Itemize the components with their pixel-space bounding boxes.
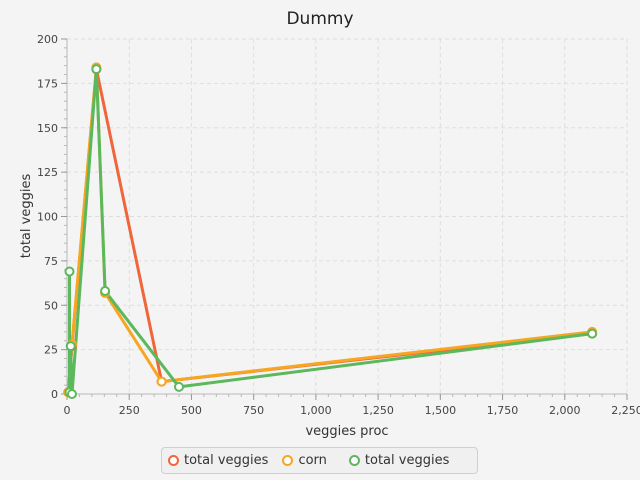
data-point-2: [65, 341, 76, 352]
x-tick-label: 1,500: [425, 404, 457, 417]
y-tick-label: 25: [44, 344, 58, 357]
legend-label: total veggies: [184, 453, 269, 468]
axes: 0 25 50 75 100 125 150 175 200 0 250 500 750 1,000 1,2…: [37, 33, 640, 417]
x-tick-label: 250: [119, 404, 140, 417]
y-tick-label: 0: [51, 388, 58, 401]
y-tick-label: 100: [37, 211, 58, 224]
y-tick-label: 75: [44, 255, 58, 268]
legend-marker-icon: [282, 455, 294, 466]
y-tick-label: 200: [37, 33, 58, 46]
data-point-2: [64, 266, 75, 277]
data-point-2: [91, 64, 102, 75]
y-tick-label: 50: [44, 299, 58, 312]
legend-item-total-veggies-2[interactable]: total veggies: [348, 453, 450, 468]
line-chart: Dummy 0 25 50 75 100 125 150 175 200 0 250 500 750 1,…: [19, 9, 640, 439]
x-tick-label: 750: [243, 404, 264, 417]
x-tick-label: 500: [181, 404, 202, 417]
x-tick-label: 2,000: [549, 404, 581, 417]
data-point-2: [587, 328, 598, 339]
y-axis-label: total veggies: [19, 174, 34, 259]
legend: total veggies corn total veggies: [161, 447, 478, 474]
data-point-2: [66, 389, 77, 399]
legend-item-total-veggies[interactable]: total veggies: [168, 453, 268, 468]
legend-label: total veggies: [364, 453, 450, 468]
data-point-2: [174, 381, 184, 392]
x-tick-label: 0: [64, 404, 71, 417]
chart-title: Dummy: [286, 9, 353, 29]
legend-marker-icon: [168, 455, 179, 466]
data-point-1: [156, 376, 167, 387]
x-tick-label: 1,750: [487, 404, 519, 417]
x-tick-label: 2,250: [611, 404, 640, 417]
legend-marker-icon: [348, 455, 360, 466]
x-tick-label: 1,250: [362, 404, 394, 417]
x-axis-label: veggies proc: [305, 424, 388, 439]
series-line-2: [68, 67, 593, 396]
y-tick-label: 150: [37, 122, 58, 135]
series-layer: [63, 62, 598, 399]
x-tick-label: 1,000: [300, 404, 332, 417]
y-tick-label: 175: [37, 77, 58, 90]
legend-label: corn: [298, 453, 327, 468]
legend-item-corn[interactable]: corn: [282, 453, 327, 468]
y-tick-label: 125: [37, 166, 58, 179]
data-point-2: [100, 286, 111, 297]
grid: [66, 38, 628, 395]
